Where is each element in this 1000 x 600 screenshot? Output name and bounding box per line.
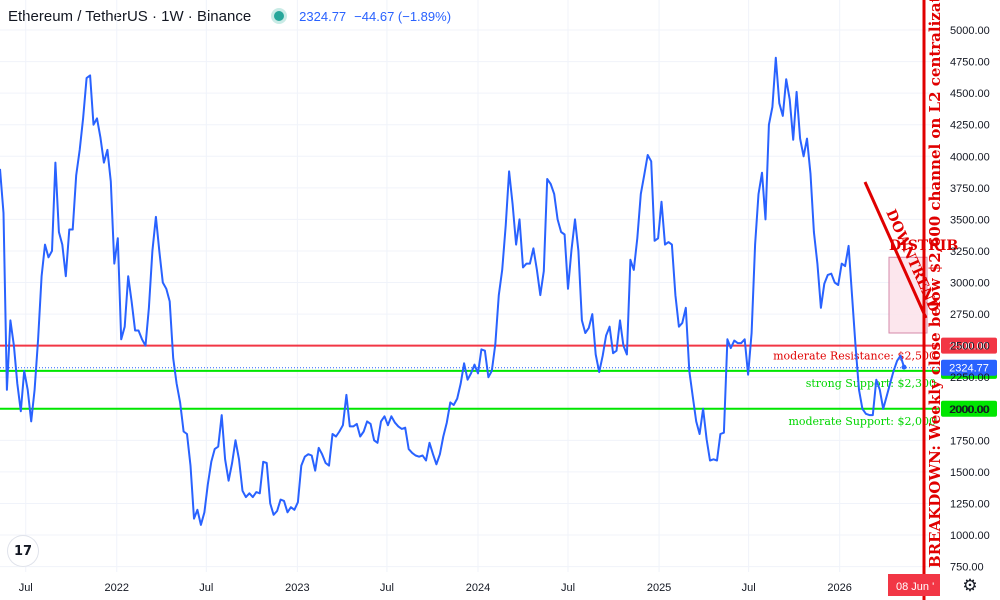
x-tick-label: 2023 (285, 582, 309, 594)
support-resistance-levels: moderate Resistance: $2,500 2500.00 strong… (0, 337, 997, 428)
current-price-tag (941, 359, 997, 376)
x-tick-label: 2024 (466, 582, 490, 594)
y-tick-label: 1250.00 (950, 498, 990, 510)
y-tick-label: 3250.00 (950, 246, 990, 258)
level-price-tag-text: 2000.00 (949, 404, 989, 416)
tradingview-logo-icon[interactable]: 17 (8, 536, 38, 566)
x-tick-label: 2026 (827, 582, 851, 594)
chart-header: Ethereum / TetherUS · 1W · Binance 2324.… (8, 6, 451, 26)
y-tick-label: 2750.00 (950, 309, 990, 321)
y-tick-label: 750.00 (950, 562, 984, 574)
y-tick-label: 2000.00 (950, 404, 990, 416)
y-tick-label: 4750.00 (950, 57, 990, 69)
y-tick-label: 2500.00 (950, 341, 990, 353)
date-badge-text: 08 Jun ' (896, 581, 934, 593)
price-line (0, 56, 905, 526)
chart-grid (0, 0, 940, 572)
x-tick-label: Jul (561, 582, 575, 594)
y-tick-label: 3000.00 (950, 278, 990, 290)
x-tick-label: Jul (199, 582, 213, 594)
y-tick-label: 1000.00 (950, 530, 990, 542)
current-price-tag-text: 2324.77 (949, 363, 989, 375)
level-label: strong Support: $2,300 (806, 377, 936, 390)
breakdown-label: BREAKDOWN: Weekly close below $2,600 cha… (926, 0, 944, 568)
y-tick-label: 1500.00 (950, 467, 990, 479)
y-tick-label: 4500.00 (950, 88, 990, 100)
distribution-box (888, 256, 928, 334)
downtrend-line (863, 181, 928, 319)
date-badge (888, 574, 940, 596)
symbol-title[interactable]: Ethereum / TetherUS · 1W · Binance (8, 7, 252, 25)
x-tick-label: Jul (742, 582, 756, 594)
y-tick-label: 4000.00 (950, 151, 990, 163)
y-tick-label: 1750.00 (950, 435, 990, 447)
level-label: moderate Resistance: $2,500 (773, 350, 936, 363)
distribution-zone (888, 256, 928, 334)
x-tick-label: 2022 (105, 582, 129, 594)
y-tick-label: 4250.00 (950, 120, 990, 132)
x-tick-label: Jul (19, 582, 33, 594)
time-axis[interactable]: Jul 2022 Jul 2023 Jul 2024 Jul 2025 Jul 2026 (19, 582, 852, 594)
last-price: 2324.77 (299, 8, 347, 24)
price-series (0, 56, 907, 526)
x-tick-label: 2025 (647, 582, 671, 594)
level-price-tag (941, 337, 997, 354)
level-price-tag-text: 2500.00 (949, 341, 989, 353)
x-tick-label: Jul (380, 582, 394, 594)
y-tick-label: 3750.00 (950, 183, 990, 195)
level-price-tag (941, 400, 997, 417)
y-tick-label: 2250.00 (950, 372, 990, 384)
y-tick-label: 5000.00 (950, 25, 990, 37)
market-status-icon (271, 8, 288, 24)
price-axis[interactable]: 750.00 1000.00 1250.00 1500.00 1750.00 2000.0… (950, 25, 990, 574)
gear-icon[interactable]: ⚙ (962, 576, 978, 596)
y-tick-label: 3500.00 (950, 214, 990, 226)
price-change: −44.67 (−1.89%) (354, 8, 452, 24)
last-point (901, 364, 907, 370)
level-label: moderate Support: $2,000 (788, 415, 936, 428)
